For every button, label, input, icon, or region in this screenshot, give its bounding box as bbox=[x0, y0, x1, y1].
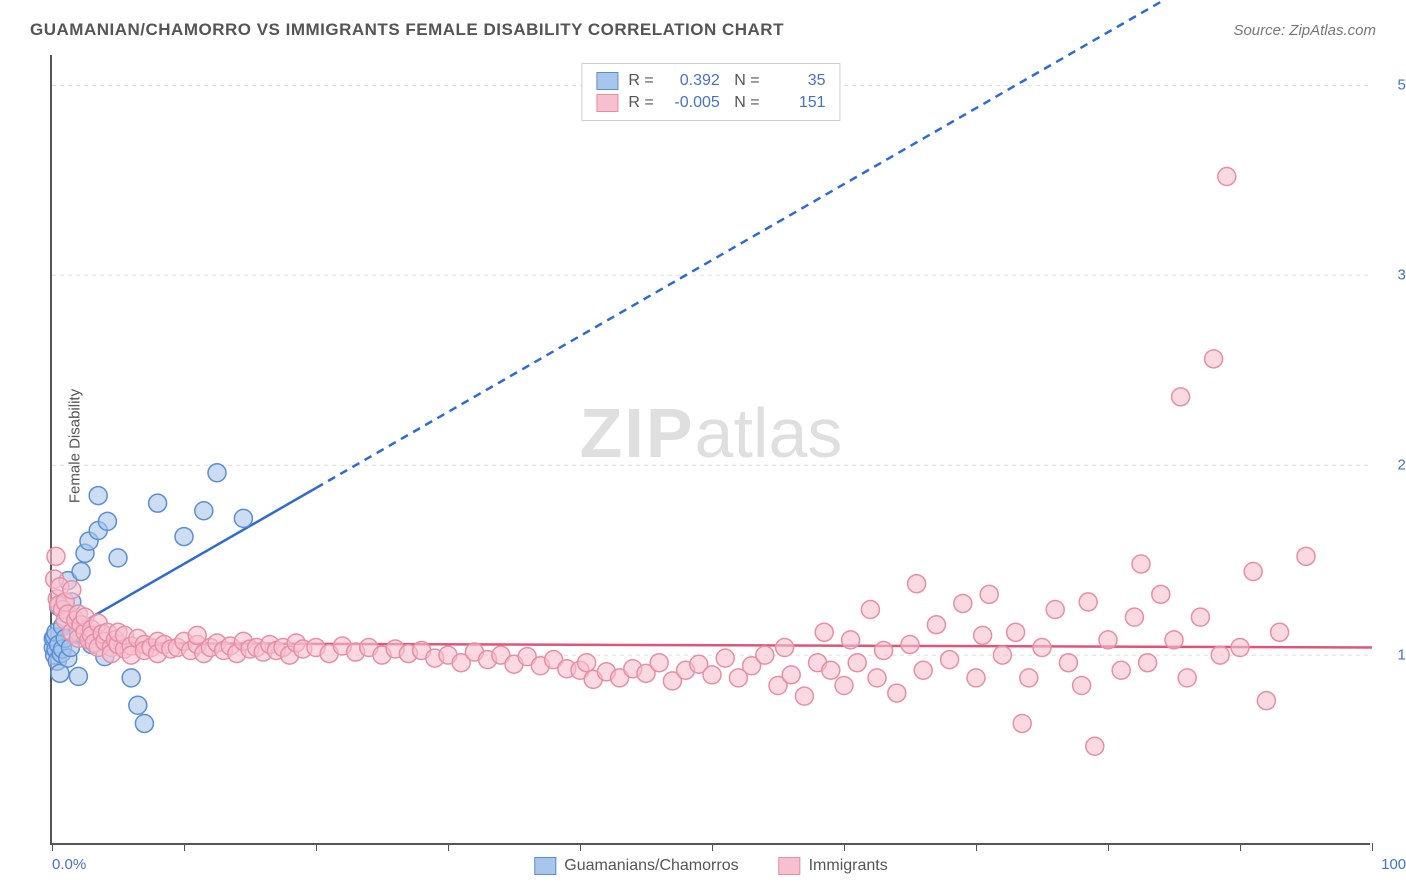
chart-title: GUAMANIAN/CHAMORRO VS IMMIGRANTS FEMALE … bbox=[30, 20, 784, 40]
r-label: R = bbox=[628, 72, 653, 90]
legend-label: Guamanians/Chamorros bbox=[564, 857, 738, 875]
x-tick bbox=[184, 843, 185, 851]
r-value: -0.005 bbox=[664, 94, 720, 112]
x-tick-label: 100.0% bbox=[1381, 856, 1406, 873]
x-tick bbox=[1240, 843, 1241, 851]
y-tick-label: 12.5% bbox=[1397, 647, 1406, 664]
stats-row-series-1: R = -0.005 N = 151 bbox=[596, 92, 825, 114]
x-tick bbox=[1372, 843, 1373, 851]
x-tick bbox=[1108, 843, 1109, 851]
x-tick bbox=[844, 843, 845, 851]
bottom-legend: Guamanians/Chamorros Immigrants bbox=[534, 857, 887, 875]
x-tick bbox=[976, 843, 977, 851]
x-tick bbox=[52, 843, 53, 851]
scatter-points bbox=[44, 168, 1315, 756]
n-value: 35 bbox=[770, 72, 826, 90]
swatch-icon bbox=[596, 94, 618, 112]
stats-legend: R = 0.392 N = 35 R = -0.005 N = 151 bbox=[581, 63, 840, 121]
n-label: N = bbox=[730, 94, 760, 112]
legend-label: Immigrants bbox=[809, 857, 888, 875]
n-value: 151 bbox=[770, 94, 826, 112]
r-value: 0.392 bbox=[664, 72, 720, 90]
legend-item-0: Guamanians/Chamorros bbox=[534, 857, 738, 875]
r-label: R = bbox=[628, 94, 653, 112]
plot-area: ZIPatlas R = 0.392 N = 35 R = -0.005 N =… bbox=[50, 55, 1370, 845]
y-tick-label: 50.0% bbox=[1397, 77, 1406, 94]
gridlines bbox=[52, 85, 1372, 655]
swatch-icon bbox=[596, 72, 618, 90]
y-tick-label: 37.5% bbox=[1397, 267, 1406, 284]
x-tick bbox=[448, 843, 449, 851]
stats-row-series-0: R = 0.392 N = 35 bbox=[596, 70, 825, 92]
x-tick bbox=[580, 843, 581, 851]
x-tick bbox=[316, 843, 317, 851]
x-tick bbox=[712, 843, 713, 851]
x-tick-label: 0.0% bbox=[52, 856, 86, 873]
y-tick-label: 25.0% bbox=[1397, 457, 1406, 474]
swatch-icon bbox=[779, 857, 801, 875]
n-label: N = bbox=[730, 72, 760, 90]
swatch-icon bbox=[534, 857, 556, 875]
legend-item-1: Immigrants bbox=[779, 857, 888, 875]
chart-container: GUAMANIAN/CHAMORRO VS IMMIGRANTS FEMALE … bbox=[0, 0, 1406, 892]
scatter-svg bbox=[52, 55, 1370, 843]
source-attribution: Source: ZipAtlas.com bbox=[1233, 22, 1376, 39]
